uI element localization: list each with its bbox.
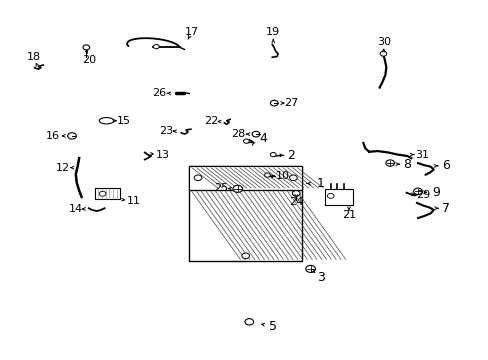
Text: 29: 29 — [415, 190, 429, 200]
Circle shape — [289, 175, 297, 181]
Text: 31: 31 — [414, 150, 428, 159]
Text: 15: 15 — [117, 116, 130, 126]
Text: 12: 12 — [56, 163, 70, 173]
Circle shape — [327, 193, 333, 198]
Circle shape — [379, 51, 386, 56]
Text: 25: 25 — [214, 183, 228, 193]
Text: 16: 16 — [46, 131, 60, 141]
Text: 1: 1 — [316, 177, 324, 190]
Circle shape — [270, 100, 278, 106]
Circle shape — [194, 175, 202, 181]
Circle shape — [270, 153, 276, 157]
Text: 2: 2 — [287, 149, 295, 162]
Circle shape — [292, 190, 300, 196]
Text: 18: 18 — [26, 51, 41, 62]
Circle shape — [252, 131, 259, 137]
Text: 9: 9 — [431, 186, 439, 199]
Circle shape — [243, 139, 249, 143]
Circle shape — [264, 173, 270, 177]
Text: 11: 11 — [127, 196, 141, 206]
Text: 19: 19 — [265, 27, 280, 37]
Text: 17: 17 — [184, 27, 199, 37]
Text: 10: 10 — [275, 171, 289, 181]
Text: 3: 3 — [317, 270, 325, 284]
Text: 5: 5 — [269, 320, 277, 333]
Text: 26: 26 — [152, 87, 166, 98]
Circle shape — [83, 45, 89, 50]
Circle shape — [153, 45, 159, 49]
Circle shape — [385, 160, 394, 166]
Text: 4: 4 — [259, 132, 267, 145]
Text: 13: 13 — [156, 150, 170, 160]
Text: 7: 7 — [441, 202, 449, 215]
Text: 30: 30 — [377, 37, 390, 48]
Text: 6: 6 — [441, 159, 449, 172]
Circle shape — [99, 191, 106, 196]
Text: 8: 8 — [403, 158, 410, 171]
Bar — [95, 189, 120, 199]
Text: 27: 27 — [284, 98, 298, 108]
Text: 22: 22 — [203, 116, 218, 126]
Text: 21: 21 — [341, 210, 355, 220]
Circle shape — [232, 185, 242, 192]
Bar — [189, 166, 302, 261]
Ellipse shape — [99, 118, 113, 124]
Circle shape — [305, 265, 315, 273]
Bar — [325, 189, 352, 205]
Text: 23: 23 — [159, 126, 173, 136]
Text: 14: 14 — [69, 204, 82, 214]
Circle shape — [67, 133, 76, 139]
Text: 28: 28 — [231, 129, 245, 139]
Text: 20: 20 — [81, 55, 96, 65]
Bar — [189, 166, 302, 190]
Text: 24: 24 — [288, 197, 303, 207]
Circle shape — [242, 253, 249, 259]
Circle shape — [244, 319, 253, 325]
Circle shape — [413, 188, 422, 194]
